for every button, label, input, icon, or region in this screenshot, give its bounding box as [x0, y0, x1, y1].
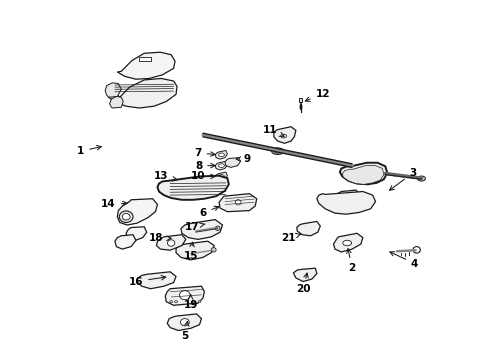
Text: 20: 20 — [295, 273, 310, 294]
Text: 9: 9 — [236, 154, 250, 164]
Polygon shape — [219, 194, 256, 212]
Ellipse shape — [180, 319, 189, 326]
Polygon shape — [117, 52, 175, 79]
Polygon shape — [115, 235, 136, 249]
Text: 19: 19 — [183, 294, 198, 310]
Ellipse shape — [273, 149, 281, 153]
Ellipse shape — [191, 301, 194, 303]
Polygon shape — [176, 241, 214, 260]
Polygon shape — [137, 272, 176, 289]
Text: 1: 1 — [77, 145, 101, 156]
Ellipse shape — [412, 247, 419, 253]
Ellipse shape — [218, 175, 224, 178]
Polygon shape — [215, 172, 227, 181]
Text: 2: 2 — [346, 249, 355, 273]
Text: 14: 14 — [101, 199, 127, 210]
Ellipse shape — [417, 176, 425, 181]
Ellipse shape — [235, 199, 241, 205]
Text: 5: 5 — [181, 321, 188, 341]
Polygon shape — [339, 163, 386, 184]
Ellipse shape — [218, 164, 224, 167]
Ellipse shape — [119, 211, 133, 222]
Text: 6: 6 — [199, 206, 219, 218]
Polygon shape — [126, 227, 146, 241]
Ellipse shape — [169, 301, 172, 303]
Polygon shape — [215, 150, 227, 159]
Polygon shape — [109, 96, 123, 108]
Polygon shape — [167, 314, 201, 330]
Text: 17: 17 — [184, 222, 204, 232]
Ellipse shape — [167, 240, 175, 246]
Ellipse shape — [271, 148, 283, 154]
Ellipse shape — [198, 301, 201, 303]
Polygon shape — [299, 98, 302, 102]
Polygon shape — [157, 176, 228, 200]
Polygon shape — [334, 190, 360, 206]
Polygon shape — [316, 192, 375, 214]
Text: 4: 4 — [389, 252, 418, 269]
Polygon shape — [139, 57, 150, 61]
Text: 16: 16 — [128, 275, 165, 287]
Polygon shape — [215, 161, 227, 170]
Text: 21: 21 — [281, 233, 301, 243]
Ellipse shape — [122, 213, 130, 220]
Polygon shape — [296, 221, 320, 236]
Polygon shape — [105, 83, 121, 97]
Polygon shape — [293, 268, 316, 282]
Polygon shape — [342, 166, 383, 184]
Text: 7: 7 — [194, 148, 215, 158]
Ellipse shape — [280, 134, 286, 138]
Polygon shape — [165, 286, 204, 305]
Polygon shape — [117, 199, 157, 225]
Ellipse shape — [174, 301, 177, 303]
Polygon shape — [273, 127, 295, 143]
Text: 15: 15 — [183, 242, 198, 261]
Text: 12: 12 — [305, 89, 329, 102]
Polygon shape — [156, 235, 185, 250]
Ellipse shape — [211, 248, 216, 252]
Text: 8: 8 — [195, 161, 215, 171]
Ellipse shape — [218, 153, 224, 157]
Ellipse shape — [342, 240, 351, 246]
Ellipse shape — [179, 291, 190, 300]
Ellipse shape — [215, 226, 220, 230]
Polygon shape — [333, 233, 362, 252]
Polygon shape — [106, 78, 177, 108]
Text: 11: 11 — [263, 125, 284, 136]
Text: 13: 13 — [154, 171, 177, 181]
Text: 18: 18 — [149, 233, 171, 243]
Text: 3: 3 — [388, 168, 416, 190]
Polygon shape — [224, 158, 240, 167]
Text: 10: 10 — [191, 171, 215, 181]
Polygon shape — [181, 220, 222, 239]
